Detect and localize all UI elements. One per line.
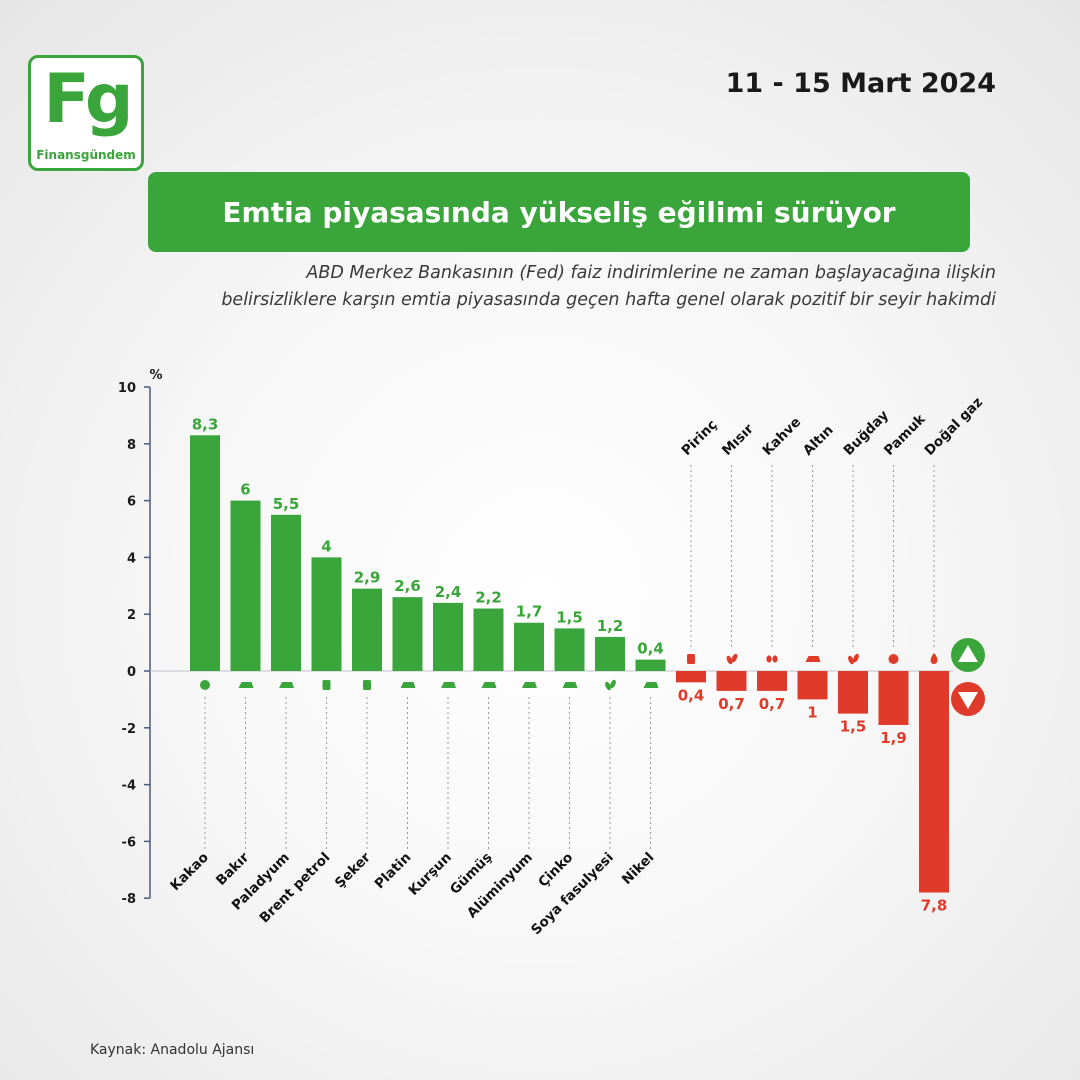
- y-tick-label: 10: [118, 381, 136, 396]
- category-label: Nikel: [619, 850, 657, 888]
- bar: [392, 597, 423, 671]
- bar: [352, 588, 382, 671]
- bar: [433, 602, 463, 671]
- bar-value-label: 6: [240, 481, 250, 499]
- gas-flame-icon: [930, 653, 938, 664]
- category-label: Altın: [800, 422, 837, 459]
- category-label: Pirinç: [679, 417, 721, 459]
- bar-value-label: 5,5: [273, 495, 300, 513]
- bar: [514, 622, 544, 671]
- oil-barrel-icon: [322, 680, 331, 690]
- y-tick-label: -4: [122, 779, 136, 794]
- ingot-icon: [562, 682, 578, 688]
- bar-value-label: 4: [321, 537, 331, 555]
- ingot-icon: [400, 682, 416, 688]
- corn-icon: [726, 653, 738, 665]
- ingot-icon: [522, 682, 537, 688]
- category-label: Şeker: [332, 849, 374, 891]
- bar: [473, 608, 504, 671]
- y-tick-label: 0: [127, 665, 136, 680]
- y-tick-label: -6: [122, 835, 136, 850]
- wheat-icon: [848, 653, 859, 665]
- bar: [554, 628, 585, 671]
- bar-value-label: 1,5: [556, 608, 583, 626]
- ingot-icon: [643, 682, 659, 688]
- bar-value-label: 2,6: [394, 577, 421, 595]
- bar-value-label: 1: [807, 703, 817, 721]
- date-label: 11 - 15 Mart 2024: [725, 68, 996, 99]
- bar: [230, 500, 261, 671]
- source-note: Kaynak: Anadolu Ajansı: [90, 1042, 255, 1058]
- finansgundem-logo: Fg Finansgündem: [28, 55, 144, 171]
- bar: [595, 636, 625, 671]
- gold-icon: [805, 656, 821, 662]
- cocoa-icon: [200, 680, 210, 690]
- bar-value-label: 2,9: [354, 569, 381, 587]
- ingot-icon: [441, 682, 456, 688]
- subtitle-line: belirsizliklere karşın emtia piyasasında…: [221, 290, 996, 310]
- bar: [190, 435, 220, 671]
- bar: [919, 671, 949, 893]
- y-tick-label: -8: [122, 892, 136, 907]
- bar: [311, 557, 342, 671]
- bar-value-label: 2,2: [475, 589, 502, 607]
- category-label: Kahve: [760, 414, 805, 459]
- category-label: Doğal gaz: [922, 394, 987, 459]
- bar: [757, 671, 787, 691]
- y-tick-label: 4: [127, 551, 136, 566]
- down-arrow-glyph: [958, 692, 978, 709]
- title-banner: Emtia piyasasında yükseliş eğilimi sürüy…: [148, 172, 970, 252]
- bar: [271, 514, 301, 671]
- sugar-bag-icon: [363, 680, 371, 690]
- bar: [878, 671, 909, 725]
- coffee-beans-icon: [766, 655, 778, 663]
- bar-value-label: 0,7: [718, 695, 745, 713]
- y-axis-unit: %: [149, 368, 162, 383]
- bar-value-label: 0,4: [678, 686, 705, 704]
- category-label: Mısır: [719, 421, 757, 459]
- rice-bag-icon: [687, 654, 695, 664]
- logo-mark: Fg: [43, 60, 133, 139]
- bar: [838, 671, 868, 714]
- bar-value-label: 8,3: [192, 415, 219, 433]
- bar-value-label: 1,5: [840, 718, 867, 736]
- logo-text: Finansgündem: [36, 148, 136, 162]
- ingot-icon: [279, 682, 294, 688]
- bar: [676, 671, 706, 683]
- y-tick-label: 2: [127, 608, 136, 623]
- ingot-icon: [481, 682, 497, 688]
- bar-value-label: 1,2: [597, 617, 624, 635]
- y-tick-label: 8: [127, 438, 136, 453]
- y-tick-label: -2: [122, 722, 136, 737]
- bar: [716, 671, 747, 691]
- chart-title: Emtia piyasasında yükseliş eğilimi sürüy…: [222, 195, 896, 229]
- category-label: Bakır: [213, 849, 253, 889]
- bar-value-label: 7,8: [921, 897, 948, 915]
- category-label: Brent petrol: [256, 850, 333, 927]
- bar: [635, 659, 666, 671]
- bar-value-label: 2,4: [435, 583, 462, 601]
- subtitle-line: ABD Merkez Bankasının (Fed) faiz indirim…: [306, 263, 996, 283]
- cotton-icon: [888, 654, 899, 664]
- bar-value-label: 1,7: [516, 603, 543, 621]
- category-label: Kurşun: [406, 850, 455, 899]
- y-tick-label: 6: [127, 495, 136, 510]
- bar-value-label: 0,7: [759, 695, 786, 713]
- category-label: Kakao: [167, 850, 212, 895]
- soybean-icon: [605, 679, 616, 691]
- bar-value-label: 0,4: [637, 640, 664, 658]
- bar-value-label: 1,9: [880, 729, 907, 747]
- bar: [797, 671, 828, 700]
- subtitle: ABD Merkez Bankasının (Fed) faiz indirim…: [80, 260, 996, 314]
- ingot-icon: [238, 682, 254, 688]
- up-arrow-glyph: [958, 645, 978, 662]
